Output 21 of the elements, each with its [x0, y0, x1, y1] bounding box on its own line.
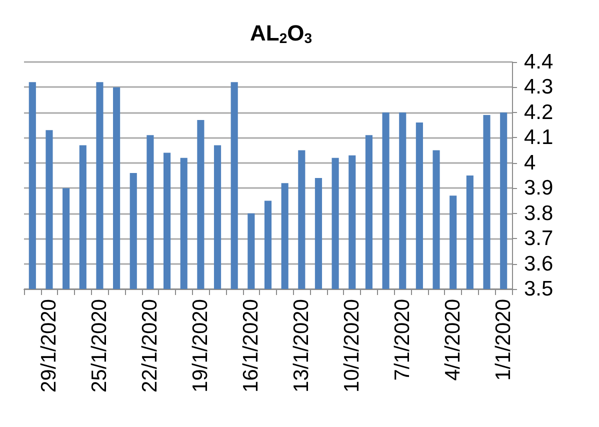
- y-tick-label: 4.1: [524, 126, 554, 150]
- y-tick-label: 3.8: [524, 202, 554, 225]
- chart-title: AL2O3: [250, 20, 312, 46]
- x-tick-label: 13/1/2020: [290, 299, 314, 392]
- x-tick-label: 10/1/2020: [340, 299, 364, 392]
- y-tick-label: 3.9: [524, 176, 554, 200]
- y-tick-label: 3.6: [524, 252, 554, 276]
- x-tick-label: 7/1/2020: [391, 299, 414, 381]
- y-tick-label: 3.7: [524, 227, 554, 250]
- x-tick-label: 4/1/2020: [442, 299, 465, 381]
- y-tick-label: 4.3: [524, 76, 554, 99]
- x-tick-label: 29/1/2020: [38, 299, 61, 392]
- x-tick-label: 19/1/2020: [189, 299, 212, 392]
- y-tick-label: 3.5: [524, 278, 554, 300]
- y-tick-label: 4.4: [524, 50, 554, 74]
- y-tick-label: 4.2: [524, 100, 554, 124]
- y-tick-label: 4: [524, 151, 536, 174]
- x-tick-label: 25/1/2020: [88, 299, 112, 392]
- x-tick-label: 22/1/2020: [138, 299, 162, 392]
- x-tick-label: 16/1/2020: [240, 299, 263, 392]
- x-tick-label: 1/1/2020: [492, 299, 516, 381]
